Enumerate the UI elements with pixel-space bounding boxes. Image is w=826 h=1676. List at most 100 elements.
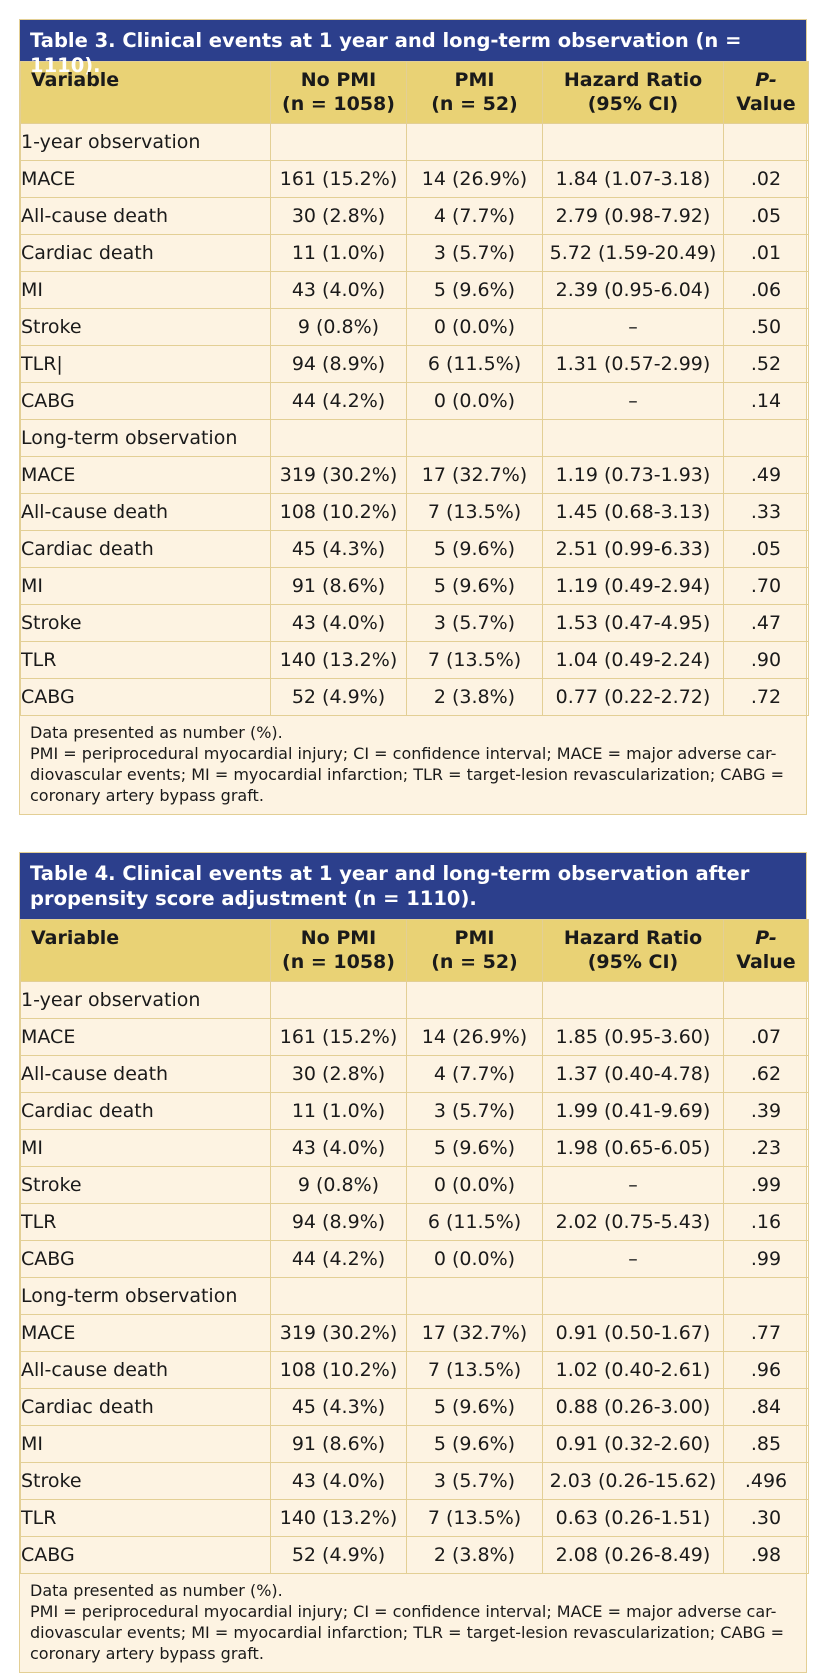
table-3-grid: Variable No PMI (n = 1058) PMI (n = 52) Ha… bbox=[20, 61, 809, 716]
cell-p-value: .02 bbox=[723, 160, 809, 198]
row-label: MI bbox=[20, 1129, 271, 1167]
row-label: MACE bbox=[20, 1314, 271, 1352]
cell-no-pmi: 43 (4.0%) bbox=[270, 271, 407, 309]
cell-no-pmi: 52 (4.9%) bbox=[270, 678, 407, 716]
cell-no-pmi: 91 (8.6%) bbox=[270, 1425, 407, 1463]
cell-pmi: 7 (13.5%) bbox=[406, 493, 543, 531]
header-hazard-ratio: Hazard Ratio (95% CI) bbox=[542, 919, 724, 982]
table-row: All-cause death 108 (10.2%) 7 (13.5%) 1.… bbox=[20, 493, 809, 531]
table-row: MACE 161 (15.2%) 14 (26.9%) 1.84 (1.07-3… bbox=[20, 160, 809, 198]
cell-pmi: 0 (0.0%) bbox=[406, 382, 543, 420]
header-p-value: P- Value bbox=[723, 61, 809, 124]
cell-p-value: .85 bbox=[723, 1425, 809, 1463]
row-label: All-cause death bbox=[20, 1351, 271, 1389]
footnote-abbreviations: PMI = periprocedural myocardial injury; … bbox=[30, 1602, 784, 1663]
header-variable: Variable bbox=[20, 919, 271, 982]
header-hr-label: Hazard Ratio bbox=[563, 69, 703, 91]
section-row: Long-term observation bbox=[20, 419, 809, 457]
cell-pmi: 14 (26.9%) bbox=[406, 160, 543, 198]
cell-p-value: .01 bbox=[723, 234, 809, 272]
table-row: All-cause death 108 (10.2%) 7 (13.5%) 1.… bbox=[20, 1351, 809, 1389]
row-label: TLR bbox=[20, 641, 271, 679]
cell-hazard-ratio: 1.45 (0.68-3.13) bbox=[542, 493, 724, 531]
cell-p-value: .07 bbox=[723, 1018, 809, 1056]
row-label: Stroke bbox=[20, 1462, 271, 1500]
row-label: MACE bbox=[20, 1018, 271, 1056]
header-p-value: P- Value bbox=[723, 919, 809, 982]
header-value-label: Value bbox=[736, 93, 796, 115]
cell-hazard-ratio: 1.31 (0.57-2.99) bbox=[542, 345, 724, 383]
cell-p-value: .98 bbox=[723, 1536, 809, 1574]
cell-hazard-ratio: 2.02 (0.75-5.43) bbox=[542, 1203, 724, 1241]
cell-pmi: 14 (26.9%) bbox=[406, 1018, 543, 1056]
table-row: All-cause death 30 (2.8%) 4 (7.7%) 1.37 … bbox=[20, 1055, 809, 1093]
cell-pmi: 0 (0.0%) bbox=[406, 1240, 543, 1278]
cell-hazard-ratio: 1.02 (0.40-2.61) bbox=[542, 1351, 724, 1389]
row-label: Cardiac death bbox=[20, 1388, 271, 1426]
cell-no-pmi: 140 (13.2%) bbox=[270, 1499, 407, 1537]
cell-no-pmi: 30 (2.8%) bbox=[270, 1055, 407, 1093]
cell-no-pmi: 9 (0.8%) bbox=[270, 308, 407, 346]
cell-p-value: .496 bbox=[723, 1462, 809, 1500]
cell-pmi: 7 (13.5%) bbox=[406, 1499, 543, 1537]
cell-pmi: 5 (9.6%) bbox=[406, 1388, 543, 1426]
cell-hazard-ratio: 2.79 (0.98-7.92) bbox=[542, 197, 724, 235]
cell-p-value: .47 bbox=[723, 604, 809, 642]
table-3: Table 3. Clinical events at 1 year and l… bbox=[19, 19, 809, 815]
cell-no-pmi: 30 (2.8%) bbox=[270, 197, 407, 235]
cell-pmi: 4 (7.7%) bbox=[406, 197, 543, 235]
header-hr-ci: (95% CI) bbox=[587, 93, 679, 115]
header-pmi: PMI (n = 52) bbox=[406, 919, 543, 982]
cell-p-value: .62 bbox=[723, 1055, 809, 1093]
row-label: CABG bbox=[20, 1536, 271, 1574]
cell-hazard-ratio: 1.37 (0.40-4.78) bbox=[542, 1055, 724, 1093]
header-p-label: P- bbox=[755, 69, 777, 91]
table-row: Stroke 43 (4.0%) 3 (5.7%) 1.53 (0.47-4.9… bbox=[20, 604, 809, 642]
row-label: MACE bbox=[20, 160, 271, 198]
table-4-footnote: Data presented as number (%). PMI = peri… bbox=[20, 1574, 806, 1672]
cell-hazard-ratio: 0.88 (0.26-3.00) bbox=[542, 1388, 724, 1426]
section-row: Long-term observation bbox=[20, 1277, 809, 1315]
cell-pmi: 3 (5.7%) bbox=[406, 604, 543, 642]
table-row: Cardiac death 45 (4.3%) 5 (9.6%) 2.51 (0… bbox=[20, 530, 809, 568]
cell-no-pmi: 108 (10.2%) bbox=[270, 1351, 407, 1389]
cell-p-value: .77 bbox=[723, 1314, 809, 1352]
table-row: TLR 140 (13.2%) 7 (13.5%) 0.63 (0.26-1.5… bbox=[20, 1499, 809, 1537]
header-pmi-n: (n = 52) bbox=[431, 93, 518, 115]
cell-hazard-ratio: 1.53 (0.47-4.95) bbox=[542, 604, 724, 642]
cell-hazard-ratio: 1.98 (0.65-6.05) bbox=[542, 1129, 724, 1167]
table-row: CABG 52 (4.9%) 2 (3.8%) 2.08 (0.26-8.49)… bbox=[20, 1536, 809, 1574]
cell-p-value: .90 bbox=[723, 641, 809, 679]
header-pmi-label: PMI bbox=[454, 69, 495, 91]
header-variable-label: Variable bbox=[31, 69, 120, 91]
cell-p-value: .52 bbox=[723, 345, 809, 383]
cell-no-pmi: 43 (4.0%) bbox=[270, 604, 407, 642]
cell-p-value: .14 bbox=[723, 382, 809, 420]
row-label: Cardiac death bbox=[20, 234, 271, 272]
table-row: All-cause death 30 (2.8%) 4 (7.7%) 2.79 … bbox=[20, 197, 809, 235]
table-header-row: Variable No PMI (n = 1058) PMI (n = 52) Ha… bbox=[20, 61, 809, 124]
table-row: Stroke 9 (0.8%) 0 (0.0%) – .50 bbox=[20, 308, 809, 346]
table-4-title: Table 4. Clinical events at 1 year and l… bbox=[20, 853, 806, 919]
header-hazard-ratio: Hazard Ratio (95% CI) bbox=[542, 61, 724, 124]
row-label: TLR bbox=[20, 1499, 271, 1537]
cell-p-value: .72 bbox=[723, 678, 809, 716]
cell-hazard-ratio: – bbox=[542, 308, 724, 346]
section-label: Long-term observation bbox=[20, 1277, 271, 1315]
row-label: MI bbox=[20, 271, 271, 309]
row-label: All-cause death bbox=[20, 197, 271, 235]
table-row: MACE 161 (15.2%) 14 (26.9%) 1.85 (0.95-3… bbox=[20, 1018, 809, 1056]
cell-hazard-ratio: 0.91 (0.32-2.60) bbox=[542, 1425, 724, 1463]
table-3-title: Table 3. Clinical events at 1 year and l… bbox=[20, 20, 806, 77]
row-label: Cardiac death bbox=[20, 530, 271, 568]
cell-p-value: .99 bbox=[723, 1166, 809, 1204]
table-row: TLR| 94 (8.9%) 6 (11.5%) 1.31 (0.57-2.99… bbox=[20, 345, 809, 383]
row-label: TLR| bbox=[20, 345, 271, 383]
cell-pmi: 5 (9.6%) bbox=[406, 530, 543, 568]
cell-pmi: 0 (0.0%) bbox=[406, 308, 543, 346]
row-label: CABG bbox=[20, 1240, 271, 1278]
row-label: MI bbox=[20, 567, 271, 605]
table-row: TLR 140 (13.2%) 7 (13.5%) 1.04 (0.49-2.2… bbox=[20, 641, 809, 679]
cell-p-value: .05 bbox=[723, 197, 809, 235]
cell-p-value: .06 bbox=[723, 271, 809, 309]
